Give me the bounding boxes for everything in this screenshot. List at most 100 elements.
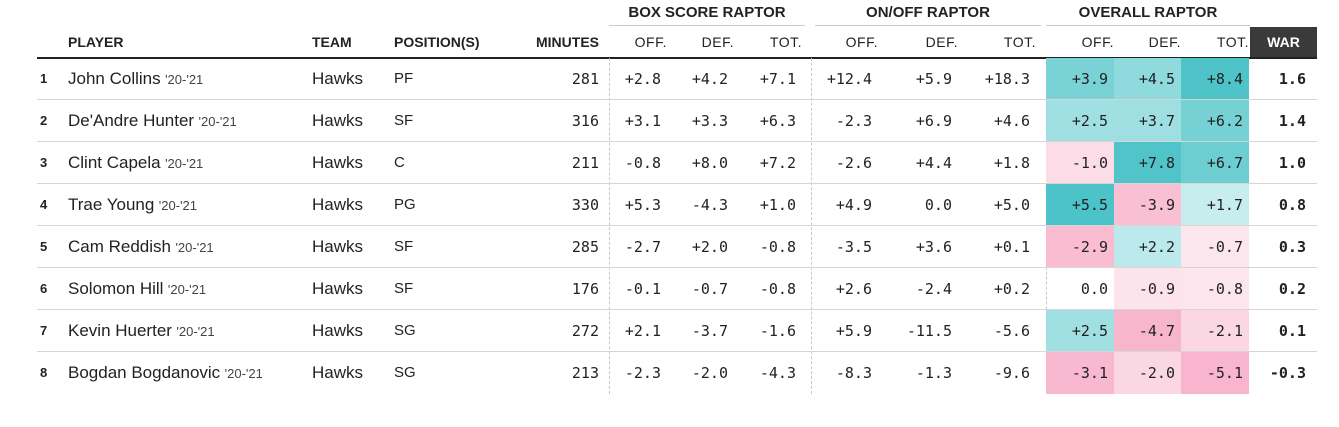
overall-shade	[1114, 184, 1181, 226]
onoff-raptor-cell: +6.9	[915, 112, 952, 130]
row-rule	[37, 183, 1317, 184]
onoff-raptor-cell: +0.1	[993, 238, 1030, 256]
onoff-raptor-cell: +18.3	[984, 70, 1030, 88]
overall-shade	[1181, 226, 1249, 268]
row-rule	[37, 141, 1317, 142]
group-header: BOX SCORE RAPTOR	[628, 4, 786, 21]
overall-raptor-cell: +5.5	[1071, 196, 1108, 214]
column-header-minutes: MINUTES	[536, 34, 599, 50]
column-header-sub: TOT.	[1003, 34, 1036, 50]
onoff-raptor-cell: 0.0	[924, 196, 952, 214]
box-raptor-cell: +7.1	[759, 70, 796, 88]
onoff-raptor-cell: +1.8	[993, 154, 1030, 172]
team-cell: Hawks	[312, 279, 364, 298]
row-rank: 8	[40, 365, 48, 380]
overall-raptor-cell: +8.4	[1206, 70, 1243, 88]
player-name-cell: Solomon Hill '20-'21	[68, 268, 308, 310]
box-raptor-cell: -4.3	[759, 364, 796, 382]
player-name-cell: Cam Reddish '20-'21	[68, 226, 308, 268]
war-cell: 0.8	[1278, 196, 1306, 214]
group-rule	[609, 25, 805, 26]
box-raptor-cell: +2.8	[624, 70, 661, 88]
box-raptor-cell: +8.0	[691, 154, 728, 172]
overall-shade	[1046, 184, 1114, 226]
box-raptor-cell: -1.6	[759, 322, 796, 340]
box-raptor-cell: -2.7	[624, 238, 661, 256]
column-separator	[609, 58, 610, 394]
war-cell: 1.4	[1278, 112, 1306, 130]
column-header-war: WAR	[1250, 27, 1317, 57]
onoff-raptor-cell: +12.4	[826, 70, 872, 88]
team-cell: Hawks	[312, 321, 364, 340]
overall-shade	[1114, 310, 1181, 352]
team-cell: Hawks	[312, 195, 364, 214]
box-raptor-cell: +3.3	[691, 112, 728, 130]
onoff-raptor-cell: +4.6	[993, 112, 1030, 130]
onoff-raptor-cell: -8.3	[835, 364, 872, 382]
overall-raptor-cell: +6.2	[1206, 112, 1243, 130]
box-raptor-cell: +6.3	[759, 112, 796, 130]
overall-raptor-cell: 0.0	[1080, 280, 1108, 298]
position-cell: PF	[394, 70, 414, 87]
minutes-cell: 213	[571, 364, 599, 382]
overall-raptor-cell: -2.1	[1206, 322, 1243, 340]
row-rank: 3	[40, 155, 48, 170]
season-label: '20-'21	[198, 114, 237, 129]
row-rank: 5	[40, 239, 48, 254]
onoff-raptor-cell: +3.6	[915, 238, 952, 256]
onoff-raptor-cell: +5.9	[915, 70, 952, 88]
overall-raptor-cell: +2.2	[1138, 238, 1175, 256]
column-header-position: POSITION(S)	[394, 34, 480, 50]
column-header-sub: OFF.	[1081, 34, 1114, 50]
player-name-cell: De'Andre Hunter '20-'21	[68, 100, 308, 142]
box-raptor-cell: -0.1	[624, 280, 661, 298]
box-raptor-cell: -2.3	[624, 364, 661, 382]
position-cell: PG	[394, 196, 416, 213]
group-rule	[815, 25, 1041, 26]
group-header: OVERALL RAPTOR	[1078, 4, 1218, 21]
box-raptor-cell: -2.0	[691, 364, 728, 382]
team-cell: Hawks	[312, 69, 364, 88]
player-name-cell: Clint Capela '20-'21	[68, 142, 308, 184]
overall-raptor-cell: -2.9	[1071, 238, 1108, 256]
player-name: Solomon Hill	[68, 279, 164, 298]
position-cell: SG	[394, 364, 416, 381]
column-header-sub: OFF.	[634, 34, 667, 50]
season-label: '20-'21	[224, 366, 263, 381]
box-raptor-cell: +5.3	[624, 196, 661, 214]
overall-shade	[1181, 58, 1249, 100]
column-header-sub: DEF.	[1148, 34, 1181, 50]
war-cell: 0.1	[1278, 322, 1306, 340]
player-name-cell: John Collins '20-'21	[68, 58, 308, 100]
onoff-raptor-cell: +0.2	[993, 280, 1030, 298]
minutes-cell: 316	[571, 112, 599, 130]
overall-shade	[1046, 352, 1114, 394]
overall-shade	[1046, 58, 1114, 100]
onoff-raptor-cell: +5.9	[835, 322, 872, 340]
overall-shade	[1114, 268, 1181, 310]
overall-shade	[1181, 352, 1249, 394]
overall-shade	[1046, 310, 1114, 352]
season-label: '20-'21	[165, 156, 204, 171]
overall-shade	[1114, 352, 1181, 394]
onoff-raptor-cell: +5.0	[993, 196, 1030, 214]
overall-shade	[1114, 226, 1181, 268]
onoff-raptor-cell: +4.4	[915, 154, 952, 172]
player-name-cell: Trae Young '20-'21	[68, 184, 308, 226]
player-name: Clint Capela	[68, 153, 161, 172]
onoff-raptor-cell: -2.3	[835, 112, 872, 130]
onoff-raptor-cell: -9.6	[993, 364, 1030, 382]
player-name: Bogdan Bogdanovic	[68, 363, 221, 382]
column-header-sub: DEF.	[925, 34, 958, 50]
row-rule	[37, 267, 1317, 268]
row-rank: 6	[40, 281, 48, 296]
position-cell: C	[394, 154, 405, 171]
box-raptor-cell: +2.1	[624, 322, 661, 340]
onoff-raptor-cell: -2.4	[915, 280, 952, 298]
row-rule	[37, 225, 1317, 226]
column-header-player: PLAYER	[68, 34, 124, 50]
overall-raptor-cell: -1.0	[1071, 154, 1108, 172]
header-rule	[37, 57, 1317, 59]
box-raptor-cell: -4.3	[691, 196, 728, 214]
